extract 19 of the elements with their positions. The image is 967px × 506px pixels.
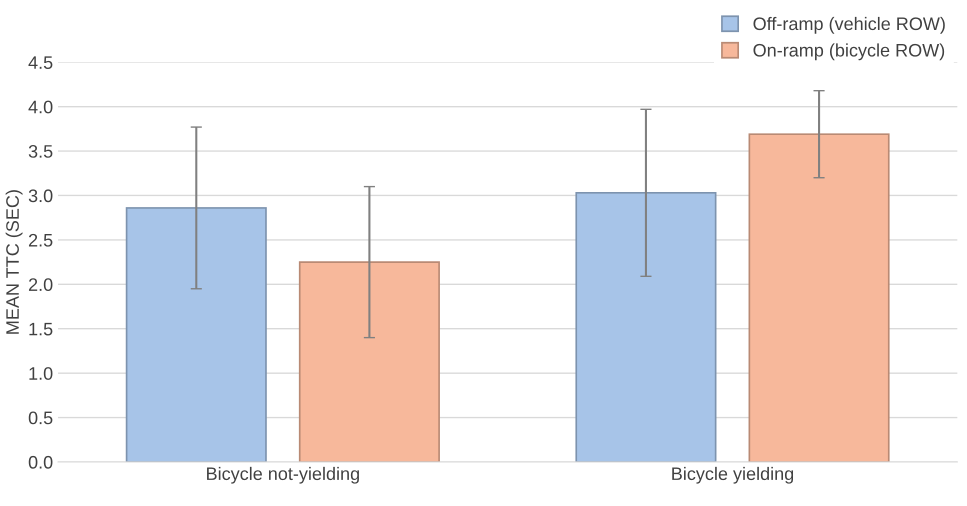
legend-label: On-ramp (bicycle ROW) [753,43,944,60]
x-tick-label: Bicycle yielding [672,466,794,484]
y-tick-label: 3.0 [28,189,52,202]
y-tick-label: 2.0 [28,278,52,292]
bar [298,261,440,462]
bar [126,207,267,462]
bar [748,133,890,462]
y-tick-label: 1.5 [29,322,52,336]
y-tick-label: 1.0 [29,367,52,380]
y-tick-label: 0.5 [28,411,52,424]
legend-label: Off-ramp (vehicle ROW) [753,16,945,34]
y-tick-label: 3.5 [28,145,52,158]
y-tick-label: 4.5 [28,56,52,69]
x-tick-label: Bicycle not-yielding [207,466,359,484]
y-axis-title: MEAN TTC (SEC) [6,190,22,334]
y-tick-label: 4.0 [28,100,52,114]
bar [575,192,716,462]
y-tick-label: 2.5 [28,234,52,247]
y-tick-label: 0.0 [28,456,52,469]
